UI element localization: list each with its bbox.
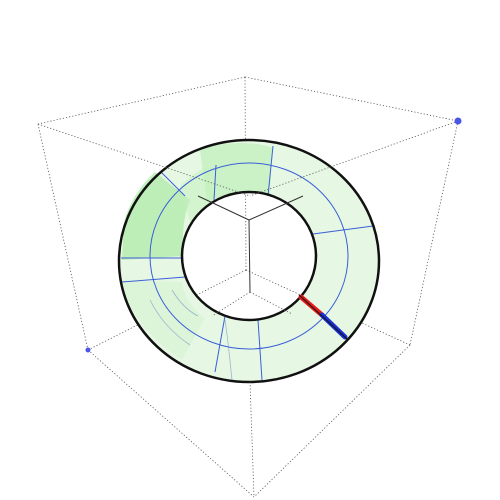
mesh-radial — [213, 164, 217, 201]
box-edge — [244, 76, 459, 122]
corner-markers[interactable] — [85, 117, 462, 353]
mesh-radial — [312, 225, 374, 235]
annulus-surface[interactable] — [119, 140, 379, 382]
box-edge-through-hole — [248, 195, 304, 221]
mesh-mid-circle — [149, 162, 349, 350]
mesh-radial — [257, 319, 263, 381]
annulus-outline — [117, 138, 381, 384]
box-edge — [37, 123, 251, 197]
outer-edge — [117, 138, 381, 384]
corner-marker-point[interactable] — [454, 117, 462, 125]
annulus-shade-inner — [180, 166, 215, 222]
mesh-radial — [267, 145, 274, 197]
box-edge — [37, 123, 89, 351]
annulus-shade-upper — [200, 143, 272, 202]
corner-marker-point[interactable] — [85, 347, 91, 353]
inner-edge — [180, 190, 318, 322]
box-edge-through-hole — [248, 219, 251, 293]
bounding-box-front — [37, 120, 459, 498]
box-edge — [37, 76, 246, 125]
mesh-faint — [149, 299, 191, 346]
box-edge-through-hole — [197, 195, 250, 221]
annulus-shade-left — [122, 172, 190, 260]
box-edge — [409, 120, 459, 346]
hole-box-edges — [197, 195, 304, 317]
box-edge-through-hole — [249, 291, 293, 315]
probe-segment[interactable] — [298, 294, 348, 340]
probe-axis-line — [298, 294, 348, 340]
mesh-radial — [121, 276, 186, 283]
box-edge — [249, 381, 255, 498]
bounding-box-back — [37, 76, 459, 351]
box-edge — [87, 269, 247, 351]
mesh-grid — [121, 145, 374, 381]
mesh-faint — [224, 319, 233, 381]
mesh-radial — [160, 171, 186, 197]
mesh-faint — [171, 289, 199, 317]
box-edge-through-hole — [211, 291, 251, 317]
box-edge — [253, 344, 411, 498]
mesh-radial — [214, 315, 226, 373]
